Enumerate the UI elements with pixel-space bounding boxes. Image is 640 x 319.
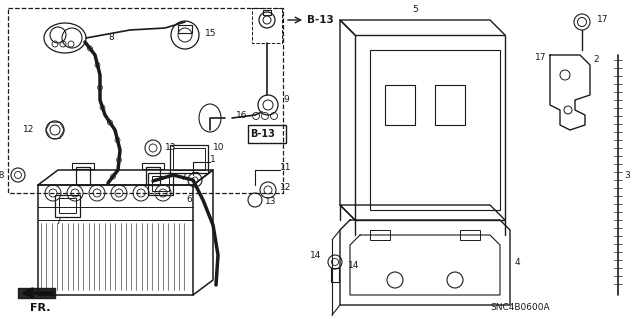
Text: 16: 16: [236, 110, 248, 120]
Bar: [72, 163, 94, 169]
Text: 2: 2: [593, 56, 598, 64]
Bar: [59, 198, 76, 213]
Bar: [148, 173, 173, 195]
Bar: [385, 85, 415, 125]
Bar: [370, 230, 390, 240]
Bar: [76, 167, 90, 185]
Text: 17: 17: [597, 16, 609, 25]
Text: 10: 10: [213, 144, 225, 152]
Text: B-13: B-13: [250, 129, 275, 139]
Text: 8: 8: [108, 33, 114, 41]
Bar: [173, 148, 205, 170]
Text: B-13: B-13: [307, 15, 333, 25]
Bar: [38, 185, 193, 295]
Text: 3: 3: [624, 170, 630, 180]
Text: 9: 9: [283, 95, 289, 105]
Text: 12: 12: [23, 125, 35, 135]
Bar: [252, 8, 282, 43]
Text: 14: 14: [348, 261, 360, 270]
Text: 13: 13: [165, 144, 177, 152]
Bar: [55, 195, 80, 217]
Text: 11: 11: [280, 164, 291, 173]
Bar: [435, 85, 465, 125]
Bar: [178, 25, 192, 33]
Text: 5: 5: [412, 5, 418, 14]
Bar: [331, 268, 339, 282]
Bar: [355, 35, 505, 220]
Text: 7: 7: [55, 218, 61, 226]
Bar: [460, 230, 480, 240]
Text: 15: 15: [205, 28, 216, 38]
Bar: [146, 167, 160, 185]
Bar: [248, 125, 286, 143]
Text: 18: 18: [0, 170, 5, 180]
Bar: [8, 8, 283, 193]
Bar: [142, 163, 164, 169]
Text: FR.: FR.: [30, 303, 51, 313]
Text: 6: 6: [186, 196, 192, 204]
Bar: [263, 10, 271, 15]
Text: 14: 14: [310, 250, 321, 259]
Text: 4: 4: [515, 258, 520, 267]
Text: 12: 12: [280, 183, 291, 192]
Bar: [170, 145, 208, 173]
Text: 13: 13: [265, 197, 276, 206]
Text: SNC4B0600A: SNC4B0600A: [490, 303, 550, 313]
Bar: [370, 50, 500, 210]
Text: 1: 1: [210, 155, 216, 165]
Text: 7: 7: [180, 174, 186, 182]
Bar: [152, 176, 169, 191]
Text: 17: 17: [535, 54, 547, 63]
